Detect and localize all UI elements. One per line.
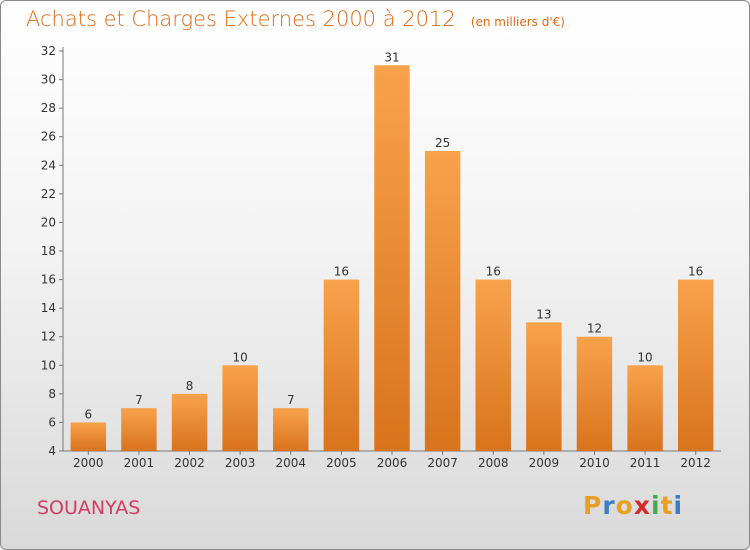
bar	[526, 322, 562, 451]
x-tick-label: 2008	[478, 456, 509, 470]
y-tick-label: 10	[41, 358, 56, 372]
bar	[171, 393, 208, 451]
x-tick-label: 2003	[225, 456, 256, 470]
logo-letter: x	[633, 491, 651, 520]
bar	[222, 365, 258, 451]
bar	[273, 408, 309, 451]
value-label: 31	[384, 50, 399, 64]
logo-letter: i	[673, 491, 684, 520]
title-main: Achats et Charges Externes 2000 à 2012	[26, 7, 456, 31]
bar	[576, 336, 613, 451]
logo-letter: P	[583, 491, 603, 520]
bar	[70, 422, 107, 451]
x-axis: 2000 2001 2002 2003 2004 2005 2006 2007 2008 2009…	[63, 450, 721, 470]
x-tick-label: 2000	[73, 456, 104, 470]
y-tick-label: 20	[41, 215, 56, 229]
bar	[627, 365, 663, 451]
commune-name: SOUANYAS	[37, 497, 141, 519]
x-tick-label: 2012	[680, 456, 711, 470]
value-label: 12	[587, 322, 602, 336]
proxiti-logo[interactable]: Proxiti	[583, 491, 683, 520]
y-tick-label: 22	[41, 187, 56, 201]
y-tick-label: 14	[41, 301, 56, 315]
bar	[475, 279, 511, 451]
value-label: 10	[637, 350, 652, 364]
x-tick-label: 2007	[427, 456, 458, 470]
title-unit: (en milliers d'€)	[470, 15, 565, 29]
value-label: 7	[287, 393, 295, 407]
y-tick-label: 12	[41, 330, 56, 344]
value-label: 7	[135, 393, 143, 407]
x-tick-label: 2005	[326, 456, 357, 470]
chart-title: Achats et Charges Externes 2000 à 2012 (…	[26, 7, 565, 31]
x-tick-label: 2004	[275, 456, 306, 470]
y-tick-label: 24	[41, 158, 56, 172]
logo-letter: t	[660, 491, 674, 520]
logo-letter: o	[615, 491, 634, 520]
x-tick-label: 2006	[377, 456, 408, 470]
x-tick-label: 2011	[630, 456, 661, 470]
bar	[323, 279, 360, 451]
y-tick-label: 28	[41, 101, 56, 115]
value-label: 16	[688, 265, 703, 279]
data-labels: 6 7 8 10 7 16 31 25 16 13 12 10 16	[84, 50, 703, 421]
y-tick-label: 26	[41, 130, 56, 144]
value-label: 16	[334, 265, 349, 279]
y-tick-label: 4	[48, 444, 56, 458]
bar	[677, 279, 714, 451]
logo-letter: r	[602, 491, 616, 520]
y-tick-label: 8	[48, 387, 56, 401]
bars	[70, 65, 714, 452]
value-label: 6	[84, 407, 92, 421]
y-tick-label: 18	[41, 244, 56, 258]
bar	[121, 408, 157, 451]
x-tick-label: 2009	[529, 456, 560, 470]
value-label: 25	[435, 136, 450, 150]
y-tick-label: 6	[48, 415, 56, 429]
y-tick-label: 32	[41, 44, 56, 58]
value-label: 10	[233, 350, 248, 364]
y-tick-label: 30	[41, 73, 56, 87]
y-tick-label: 16	[41, 273, 56, 287]
bar	[424, 151, 461, 451]
x-tick-label: 2010	[579, 456, 610, 470]
y-axis: 4 6 8 10 12 14 16 18 20 22 24 26 28 30 32	[41, 44, 64, 458]
x-tick-label: 2002	[174, 456, 205, 470]
value-label: 13	[536, 307, 551, 321]
bar	[374, 65, 410, 452]
value-label: 16	[486, 265, 501, 279]
value-label: 8	[186, 379, 194, 393]
x-tick-label: 2001	[124, 456, 155, 470]
logo-letter: i	[651, 491, 661, 520]
